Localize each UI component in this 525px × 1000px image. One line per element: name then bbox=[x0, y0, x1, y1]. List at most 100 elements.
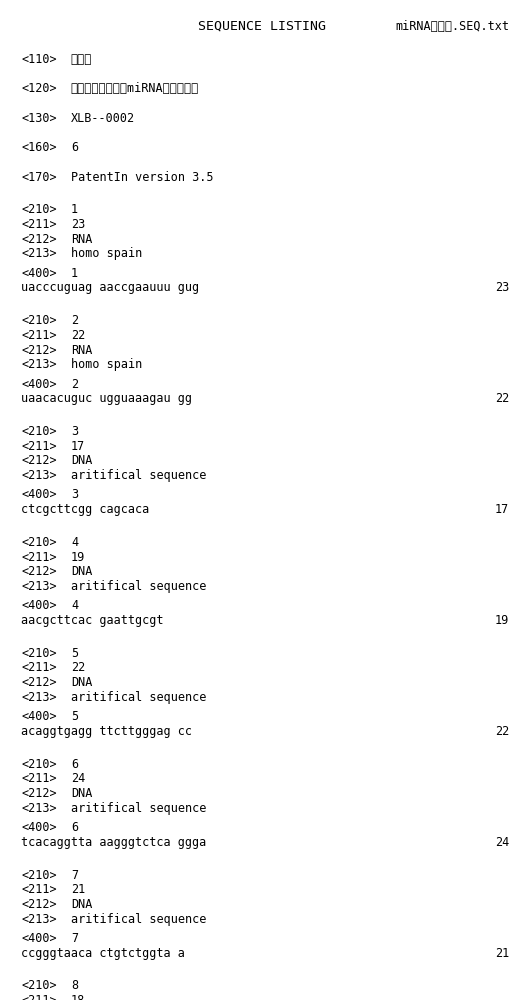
Text: <212>: <212> bbox=[21, 233, 57, 246]
Text: homo spain: homo spain bbox=[71, 358, 142, 371]
Text: <213>: <213> bbox=[21, 358, 57, 371]
Text: <400>: <400> bbox=[21, 267, 57, 280]
Text: <213>: <213> bbox=[21, 691, 57, 704]
Text: <211>: <211> bbox=[21, 883, 57, 896]
Text: <213>: <213> bbox=[21, 580, 57, 593]
Text: 19: 19 bbox=[71, 551, 85, 564]
Text: 7: 7 bbox=[71, 932, 78, 945]
Text: <213>: <213> bbox=[21, 913, 57, 926]
Text: 23: 23 bbox=[495, 281, 509, 294]
Text: 21: 21 bbox=[495, 947, 509, 960]
Text: <212>: <212> bbox=[21, 676, 57, 689]
Text: 18: 18 bbox=[71, 994, 85, 1000]
Text: <400>: <400> bbox=[21, 710, 57, 723]
Text: <210>: <210> bbox=[21, 869, 57, 882]
Text: DNA: DNA bbox=[71, 898, 92, 911]
Text: <210>: <210> bbox=[21, 314, 57, 327]
Text: tcacaggtta aagggtctca ggga: tcacaggtta aagggtctca ggga bbox=[21, 836, 206, 849]
Text: ctcgcttcgg cagcaca: ctcgcttcgg cagcaca bbox=[21, 503, 149, 516]
Text: 19: 19 bbox=[495, 614, 509, 627]
Text: 1: 1 bbox=[71, 203, 78, 216]
Text: <170>: <170> bbox=[21, 171, 57, 184]
Text: PatentIn version 3.5: PatentIn version 3.5 bbox=[71, 171, 213, 184]
Text: 3: 3 bbox=[71, 488, 78, 501]
Text: 1: 1 bbox=[71, 267, 78, 280]
Text: 24: 24 bbox=[495, 836, 509, 849]
Text: DNA: DNA bbox=[71, 676, 92, 689]
Text: <211>: <211> bbox=[21, 994, 57, 1000]
Text: DNA: DNA bbox=[71, 787, 92, 800]
Text: <210>: <210> bbox=[21, 425, 57, 438]
Text: <211>: <211> bbox=[21, 661, 57, 674]
Text: 一种肺癌预后预测miRNA检测试剂盒: 一种肺癌预后预测miRNA检测试剂盒 bbox=[71, 82, 199, 95]
Text: <210>: <210> bbox=[21, 203, 57, 216]
Text: <210>: <210> bbox=[21, 647, 57, 660]
Text: <211>: <211> bbox=[21, 329, 57, 342]
Text: <110>: <110> bbox=[21, 53, 57, 66]
Text: 5: 5 bbox=[71, 647, 78, 660]
Text: 22: 22 bbox=[71, 661, 85, 674]
Text: <211>: <211> bbox=[21, 551, 57, 564]
Text: <210>: <210> bbox=[21, 536, 57, 549]
Text: XLB--0002: XLB--0002 bbox=[71, 112, 135, 125]
Text: acaggtgagg ttcttgggag cc: acaggtgagg ttcttgggag cc bbox=[21, 725, 192, 738]
Text: DNA: DNA bbox=[71, 454, 92, 467]
Text: <211>: <211> bbox=[21, 218, 57, 231]
Text: aritifical sequence: aritifical sequence bbox=[71, 691, 206, 704]
Text: <210>: <210> bbox=[21, 758, 57, 771]
Text: <130>: <130> bbox=[21, 112, 57, 125]
Text: uacccuguag aaccgaauuu gug: uacccuguag aaccgaauuu gug bbox=[21, 281, 199, 294]
Text: SEQUENCE LISTING: SEQUENCE LISTING bbox=[198, 20, 327, 33]
Text: 22: 22 bbox=[495, 392, 509, 405]
Text: RNA: RNA bbox=[71, 233, 92, 246]
Text: <211>: <211> bbox=[21, 440, 57, 453]
Text: ccgggtaaca ctgtctggta a: ccgggtaaca ctgtctggta a bbox=[21, 947, 185, 960]
Text: <212>: <212> bbox=[21, 565, 57, 578]
Text: <210>: <210> bbox=[21, 979, 57, 992]
Text: <400>: <400> bbox=[21, 599, 57, 612]
Text: 17: 17 bbox=[71, 440, 85, 453]
Text: 22: 22 bbox=[71, 329, 85, 342]
Text: <120>: <120> bbox=[21, 82, 57, 95]
Text: uaacacuguc ugguaaagau gg: uaacacuguc ugguaaagau gg bbox=[21, 392, 192, 405]
Text: aritifical sequence: aritifical sequence bbox=[71, 469, 206, 482]
Text: homo spain: homo spain bbox=[71, 247, 142, 260]
Text: aritifical sequence: aritifical sequence bbox=[71, 913, 206, 926]
Text: <160>: <160> bbox=[21, 141, 57, 154]
Text: <212>: <212> bbox=[21, 454, 57, 467]
Text: 22: 22 bbox=[495, 725, 509, 738]
Text: 7: 7 bbox=[71, 869, 78, 882]
Text: 6: 6 bbox=[71, 758, 78, 771]
Text: aacgcttcac gaattgcgt: aacgcttcac gaattgcgt bbox=[21, 614, 163, 627]
Text: 6: 6 bbox=[71, 141, 78, 154]
Text: 3: 3 bbox=[71, 425, 78, 438]
Text: 17: 17 bbox=[495, 503, 509, 516]
Text: <212>: <212> bbox=[21, 787, 57, 800]
Text: 2: 2 bbox=[71, 314, 78, 327]
Text: <211>: <211> bbox=[21, 772, 57, 785]
Text: <212>: <212> bbox=[21, 898, 57, 911]
Text: <212>: <212> bbox=[21, 344, 57, 357]
Text: 陈建华: 陈建华 bbox=[71, 53, 92, 66]
Text: <400>: <400> bbox=[21, 932, 57, 945]
Text: 5: 5 bbox=[71, 710, 78, 723]
Text: <400>: <400> bbox=[21, 488, 57, 501]
Text: RNA: RNA bbox=[71, 344, 92, 357]
Text: aritifical sequence: aritifical sequence bbox=[71, 580, 206, 593]
Text: miRNA序列表.SEQ.txt: miRNA序列表.SEQ.txt bbox=[395, 20, 509, 33]
Text: 24: 24 bbox=[71, 772, 85, 785]
Text: <400>: <400> bbox=[21, 821, 57, 834]
Text: 2: 2 bbox=[71, 378, 78, 391]
Text: 21: 21 bbox=[71, 883, 85, 896]
Text: 6: 6 bbox=[71, 821, 78, 834]
Text: 4: 4 bbox=[71, 536, 78, 549]
Text: 8: 8 bbox=[71, 979, 78, 992]
Text: <213>: <213> bbox=[21, 469, 57, 482]
Text: aritifical sequence: aritifical sequence bbox=[71, 802, 206, 815]
Text: <213>: <213> bbox=[21, 247, 57, 260]
Text: 4: 4 bbox=[71, 599, 78, 612]
Text: <213>: <213> bbox=[21, 802, 57, 815]
Text: <400>: <400> bbox=[21, 378, 57, 391]
Text: DNA: DNA bbox=[71, 565, 92, 578]
Text: 23: 23 bbox=[71, 218, 85, 231]
